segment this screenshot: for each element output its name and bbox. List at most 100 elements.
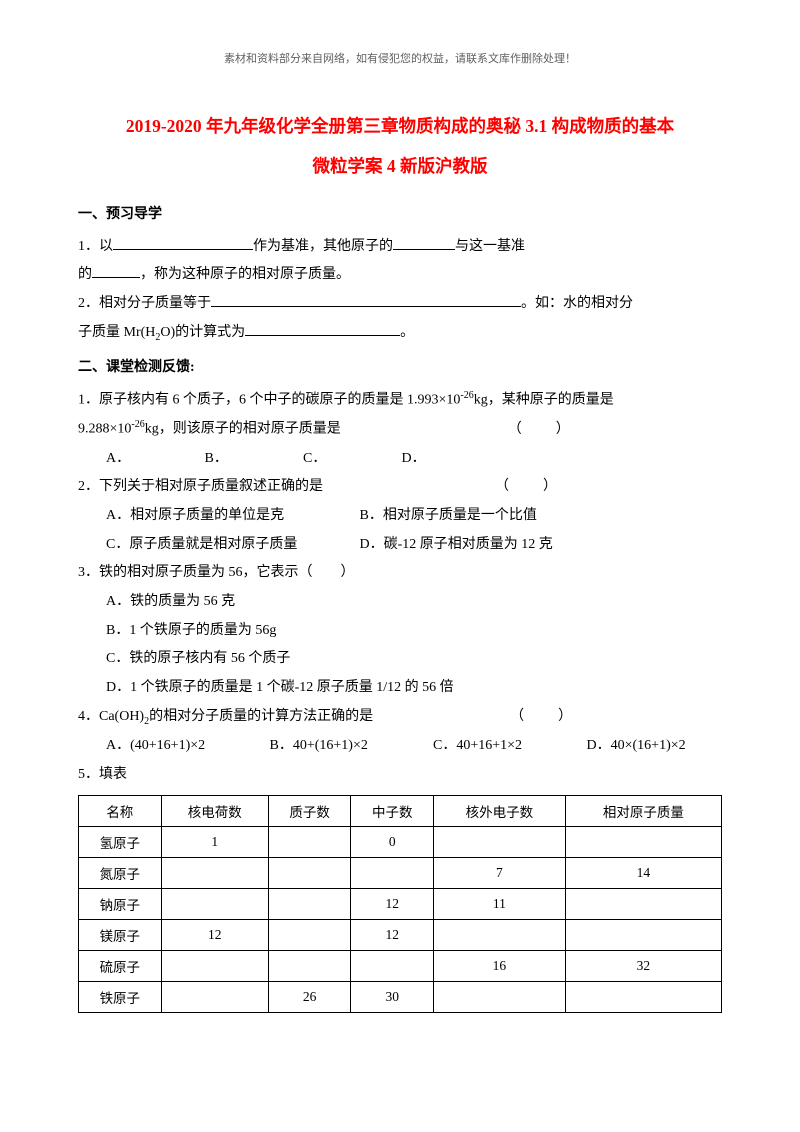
option-d[interactable]: D．1 个铁原子的质量是 1 个碳-12 原子质量 1/12 的 56 倍 bbox=[78, 674, 722, 703]
option-b[interactable]: B．1 个铁原子的质量为 56g bbox=[78, 617, 722, 646]
option-a[interactable]: A．铁的质量为 56 克 bbox=[78, 588, 722, 617]
section-2-head: 二、课堂检测反馈: bbox=[78, 354, 722, 382]
text: 4．Ca(OH) bbox=[78, 709, 144, 724]
cell[interactable]: 12 bbox=[351, 920, 434, 951]
atom-table: 名称 核电荷数 质子数 中子数 核外电子数 相对原子质量 氢原子 1 0 氮原子 bbox=[78, 795, 722, 1013]
table-row: 硫原子 16 32 bbox=[79, 951, 722, 982]
cell[interactable] bbox=[565, 920, 721, 951]
col-nuclear-charge: 核电荷数 bbox=[161, 796, 268, 827]
s2-q3: 3．铁的相对原子质量为 56，它表示（ ） bbox=[78, 559, 722, 588]
cell[interactable] bbox=[351, 951, 434, 982]
header-disclaimer: 素材和资料部分来自网络，如有侵犯您的权益，请联系文库作删除处理！ bbox=[78, 50, 722, 66]
cell[interactable] bbox=[268, 889, 351, 920]
superscript: -26 bbox=[460, 390, 473, 401]
option-c[interactable]: C．40+16+1×2 bbox=[433, 732, 583, 761]
option-a[interactable]: A．相对原子质量的单位是克 bbox=[106, 502, 356, 531]
cell[interactable]: 30 bbox=[351, 982, 434, 1013]
s1-q1-line1: 1．以作为基准，其他原子的与这一基准 bbox=[78, 233, 722, 262]
cell[interactable] bbox=[268, 920, 351, 951]
answer-paren[interactable]: （ ） bbox=[510, 703, 574, 732]
text: 1．原子核内有 6 个质子，6 个中子的碳原子的质量是 1.993×10 bbox=[78, 393, 460, 408]
option-c[interactable]: C．原子质量就是相对原子质量 bbox=[106, 531, 356, 560]
title-line-2: 微粒学案 4 新版沪教版 bbox=[313, 156, 488, 176]
s2-q1-line2: 9.288×10-26kg，则该原子的相对原子质量是 （ ） bbox=[78, 415, 722, 444]
section-1-head: 一、预习导学 bbox=[78, 201, 722, 229]
cell[interactable] bbox=[268, 827, 351, 858]
fill-blank[interactable] bbox=[211, 293, 521, 307]
cell[interactable] bbox=[434, 827, 566, 858]
option-d[interactable]: D．40×(16+1)×2 bbox=[587, 732, 686, 761]
cell[interactable] bbox=[434, 982, 566, 1013]
cell[interactable] bbox=[268, 951, 351, 982]
col-protons: 质子数 bbox=[268, 796, 351, 827]
text: kg，某种原子的质量是 bbox=[474, 393, 614, 408]
cell[interactable]: 7 bbox=[434, 858, 566, 889]
col-name: 名称 bbox=[79, 796, 162, 827]
col-electrons: 核外电子数 bbox=[434, 796, 566, 827]
text: kg，则该原子的相对原子质量是 bbox=[145, 422, 341, 437]
table-body: 氢原子 1 0 氮原子 7 14 钠原子 12 11 bbox=[79, 827, 722, 1013]
fill-blank[interactable] bbox=[92, 264, 140, 278]
option-d[interactable]: D．碳-12 原子相对质量为 12 克 bbox=[360, 531, 553, 560]
s1-q1-line2: 的，称为这种原子的相对原子质量。 bbox=[78, 261, 722, 290]
answer-paren[interactable]: （ ） bbox=[495, 473, 559, 502]
text: 的相对分子质量的计算方法正确的是 bbox=[149, 709, 373, 724]
table-header-row: 名称 核电荷数 质子数 中子数 核外电子数 相对原子质量 bbox=[79, 796, 722, 827]
cell[interactable] bbox=[434, 920, 566, 951]
text: 子质量 Mr(H bbox=[78, 325, 155, 340]
cell[interactable]: 1 bbox=[161, 827, 268, 858]
text: 2．下列关于相对原子质量叙述正确的是 bbox=[78, 479, 323, 494]
text: 与这一基准 bbox=[455, 239, 525, 254]
s2-q2: 2．下列关于相对原子质量叙述正确的是 （ ） bbox=[78, 473, 722, 502]
cell: 氢原子 bbox=[79, 827, 162, 858]
option-a[interactable]: A．(40+16+1)×2 bbox=[106, 732, 266, 761]
cell[interactable]: 32 bbox=[565, 951, 721, 982]
s2-q2-options-row2: C．原子质量就是相对原子质量 D．碳-12 原子相对质量为 12 克 bbox=[78, 531, 722, 560]
option-a[interactable]: A． bbox=[106, 445, 201, 474]
cell[interactable] bbox=[161, 982, 268, 1013]
cell[interactable]: 26 bbox=[268, 982, 351, 1013]
cell: 镁原子 bbox=[79, 920, 162, 951]
option-b[interactable]: B．相对原子质量是一个比值 bbox=[360, 502, 537, 531]
cell[interactable] bbox=[161, 889, 268, 920]
text: 9.288×10 bbox=[78, 422, 131, 437]
col-relative-mass: 相对原子质量 bbox=[565, 796, 721, 827]
option-b[interactable]: B．40+(16+1)×2 bbox=[270, 732, 430, 761]
option-b[interactable]: B． bbox=[205, 445, 300, 474]
table-row: 氮原子 7 14 bbox=[79, 858, 722, 889]
table-row: 钠原子 12 11 bbox=[79, 889, 722, 920]
text: 作为基准，其他原子的 bbox=[253, 239, 393, 254]
s2-q1-line1: 1．原子核内有 6 个质子，6 个中子的碳原子的质量是 1.993×10-26k… bbox=[78, 386, 722, 415]
s2-q4: 4．Ca(OH)2的相对分子质量的计算方法正确的是 （ ） bbox=[78, 703, 722, 732]
table-row: 氢原子 1 0 bbox=[79, 827, 722, 858]
s2-q2-options-row1: A．相对原子质量的单位是克 B．相对原子质量是一个比值 bbox=[78, 502, 722, 531]
option-c[interactable]: C． bbox=[303, 445, 398, 474]
option-d[interactable]: D． bbox=[402, 445, 497, 474]
cell[interactable]: 16 bbox=[434, 951, 566, 982]
cell: 钠原子 bbox=[79, 889, 162, 920]
s1-q2-line2: 子质量 Mr(H2O)的计算式为。 bbox=[78, 319, 722, 348]
table-row: 铁原子 26 30 bbox=[79, 982, 722, 1013]
cell[interactable]: 12 bbox=[351, 889, 434, 920]
fill-blank[interactable] bbox=[245, 322, 400, 336]
s1-q2-line1: 2．相对分子质量等于。如：水的相对分 bbox=[78, 290, 722, 319]
col-neutrons: 中子数 bbox=[351, 796, 434, 827]
fill-blank[interactable] bbox=[393, 236, 455, 250]
cell[interactable] bbox=[161, 951, 268, 982]
cell[interactable] bbox=[161, 858, 268, 889]
cell: 氮原子 bbox=[79, 858, 162, 889]
option-c[interactable]: C．铁的原子核内有 56 个质子 bbox=[78, 645, 722, 674]
cell[interactable] bbox=[565, 827, 721, 858]
cell[interactable]: 14 bbox=[565, 858, 721, 889]
cell[interactable]: 11 bbox=[434, 889, 566, 920]
cell[interactable] bbox=[565, 889, 721, 920]
cell[interactable]: 0 bbox=[351, 827, 434, 858]
cell[interactable]: 12 bbox=[161, 920, 268, 951]
cell[interactable] bbox=[268, 858, 351, 889]
cell[interactable] bbox=[565, 982, 721, 1013]
answer-paren[interactable]: （ ） bbox=[508, 416, 572, 445]
s2-q1-options: A． B． C． D． bbox=[78, 445, 722, 474]
cell[interactable] bbox=[351, 858, 434, 889]
fill-blank[interactable] bbox=[113, 236, 253, 250]
title-line-1: 2019-2020 年九年级化学全册第三章物质构成的奥秘 3.1 构成物质的基本 bbox=[126, 116, 674, 136]
